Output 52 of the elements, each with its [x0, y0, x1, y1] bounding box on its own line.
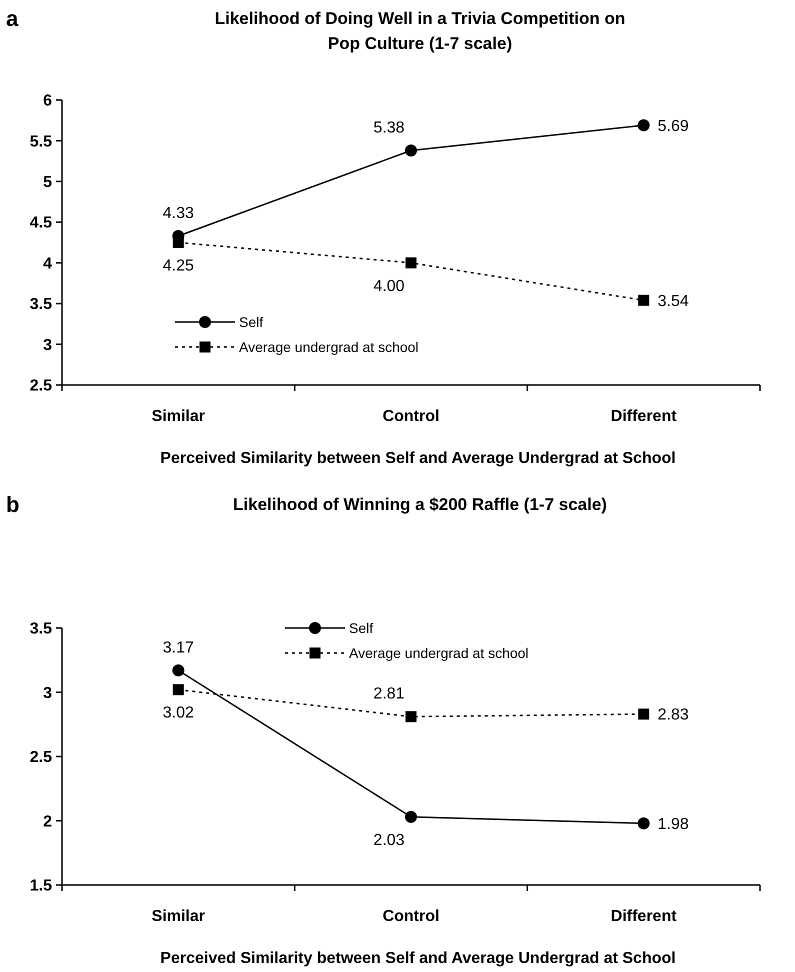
x-tick-label: Control — [382, 908, 440, 925]
y-tick-label: 4 — [43, 255, 52, 272]
legend-label: Self — [239, 314, 264, 330]
x-tick-label: Different — [610, 408, 678, 425]
y-tick-label: 2.5 — [30, 749, 52, 766]
x-tick-label: Different — [610, 908, 678, 925]
y-tick-label: 5 — [43, 174, 52, 192]
data-label: 3.54 — [658, 292, 689, 310]
chart-title: Likelihood of Winning a $200 Raffle (1-7 scale) — [233, 495, 607, 514]
y-tick-label: 3.5 — [30, 296, 52, 314]
x-tick-label: Similar — [152, 408, 206, 425]
x-tick-label: Similar — [152, 908, 206, 925]
point — [406, 711, 416, 722]
y-tick-label: 4.5 — [30, 214, 52, 232]
data-label: 3.02 — [162, 704, 194, 722]
data-label: 5.69 — [658, 118, 689, 135]
y-tick-label: 3 — [43, 336, 52, 354]
data-label: 2.03 — [373, 832, 405, 849]
data-label: 2.83 — [658, 706, 689, 724]
data-label: 4.33 — [162, 204, 194, 222]
x-axis-title: Perceived Similarity between Self and Average Undergrad at School — [160, 450, 676, 467]
point — [172, 237, 184, 248]
data-label: 1.98 — [658, 816, 689, 833]
point — [638, 119, 650, 132]
point — [406, 257, 416, 268]
legend-label: Self — [349, 620, 374, 636]
point — [638, 294, 650, 306]
y-tick-label: 1.5 — [30, 878, 52, 895]
y-tick-label: 2 — [43, 813, 52, 830]
point — [405, 144, 417, 156]
x-axis-title: Perceived Similarity between Self and Average Undergrad at School — [160, 950, 676, 967]
y-tick-label: 5.5 — [30, 133, 52, 150]
text: a — [6, 6, 19, 31]
chart-title: Likelihood of Doing Well in a Trivia Competition on Pop Culture (1-7 scale) — [214, 9, 626, 53]
y-tick-label: 3 — [43, 684, 52, 702]
data-label: 4.25 — [162, 258, 194, 274]
data-label: 3.17 — [162, 639, 194, 656]
point — [172, 684, 184, 696]
point — [172, 664, 184, 676]
data-label: 5.38 — [373, 119, 405, 136]
data-label: 4.00 — [373, 278, 405, 295]
point — [638, 708, 650, 720]
point — [405, 810, 417, 823]
y-tick-label: 2.5 — [30, 378, 52, 395]
y-tick-label: 3.5 — [30, 620, 52, 638]
x-tick-label: Control — [382, 408, 440, 425]
point — [638, 817, 650, 830]
legend-label: Average undergrad at school — [349, 644, 529, 661]
y-tick-label: 6 — [43, 92, 52, 110]
text: b — [6, 492, 20, 517]
legend-label: Average undergrad at school — [239, 338, 419, 355]
data-label: 2.81 — [373, 686, 405, 703]
